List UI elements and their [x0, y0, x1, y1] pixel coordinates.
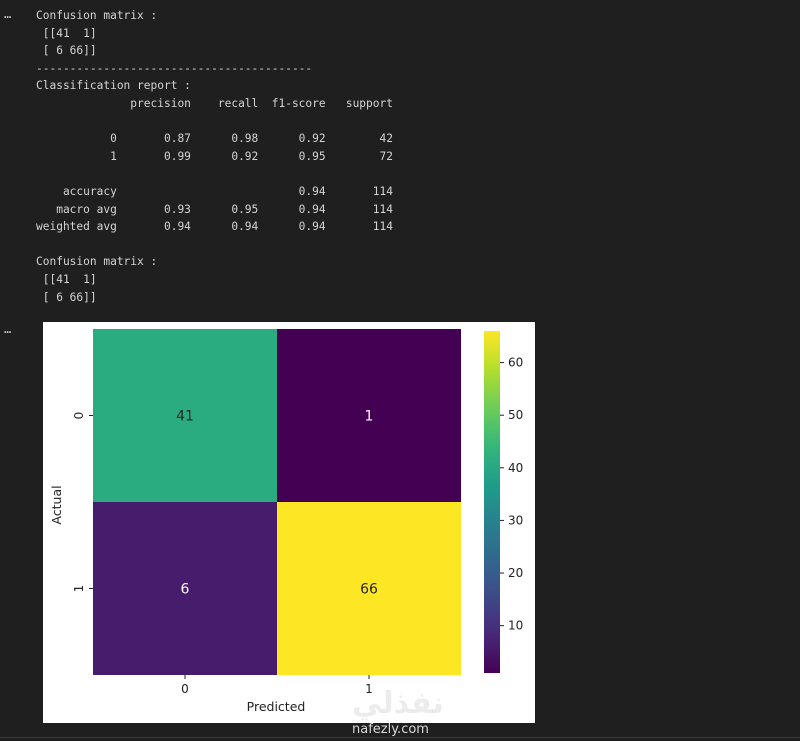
- colorbar-tick-label: 50: [508, 408, 523, 422]
- colorbar: [484, 331, 500, 673]
- x-tick-label: 1: [365, 682, 373, 696]
- output-line: Classification report :: [36, 79, 191, 93]
- watermark-text: nafezly.com: [352, 722, 429, 737]
- heatmap-cell: [93, 329, 277, 502]
- colorbar-tick-label: 60: [508, 356, 523, 370]
- confusion-matrix-figure: Predicted Actual 41 1 6 66 0 1 0 1 10 20 30 40 50 60: [43, 322, 535, 723]
- colorbar-tick-label: 20: [508, 566, 523, 580]
- output-line: [ 6 66]]: [42, 290, 97, 304]
- output-line: weighted avg 0.94 0.94 0.94 114: [36, 220, 393, 234]
- output-line: 0 0.87 0.98 0.92 42: [110, 132, 393, 146]
- cell-text-output: Confusion matrix : [[41 1] [ 6 66]] ----…: [36, 7, 393, 306]
- output-line: [[41 1]: [42, 272, 97, 286]
- x-axis-label: Predicted: [247, 699, 306, 714]
- watermark-logo: نفذلي: [352, 686, 444, 721]
- y-tick-label: 0: [72, 412, 86, 420]
- colorbar-tick-label: 10: [508, 619, 523, 633]
- output-line: precision recall f1-score support: [130, 96, 393, 110]
- output-line: ----------------------------------------…: [36, 61, 313, 75]
- x-tick-label: 0: [181, 682, 189, 696]
- heatmap-cell: [277, 502, 461, 675]
- output-ellipsis-icon[interactable]: …: [4, 322, 12, 336]
- output-line: Confusion matrix :: [36, 255, 158, 269]
- output-line: [[41 1]: [42, 26, 97, 40]
- output-line: 1 0.99 0.92 0.95 72: [110, 149, 393, 163]
- heatmap-cell: [93, 502, 277, 675]
- output-line: accuracy 0.94 114: [62, 184, 393, 198]
- cell-annotation: 66: [360, 582, 378, 598]
- heatmap-cell: [277, 329, 461, 502]
- output-line: Confusion matrix :: [36, 9, 158, 22]
- colorbar-tick-label: 30: [508, 513, 523, 527]
- output-line: [ 6 66]]: [42, 44, 97, 58]
- y-tick-label: 1: [72, 585, 86, 593]
- output-line: macro avg 0.93 0.95 0.94 114: [56, 202, 393, 216]
- output-ellipsis-icon[interactable]: …: [4, 7, 12, 21]
- colorbar-tick-label: 40: [508, 461, 523, 475]
- y-axis-label: Actual: [49, 485, 64, 524]
- divider: [0, 737, 800, 738]
- cell-annotation: 1: [365, 409, 374, 425]
- cell-annotation: 6: [181, 582, 190, 598]
- cell-annotation: 41: [176, 409, 194, 425]
